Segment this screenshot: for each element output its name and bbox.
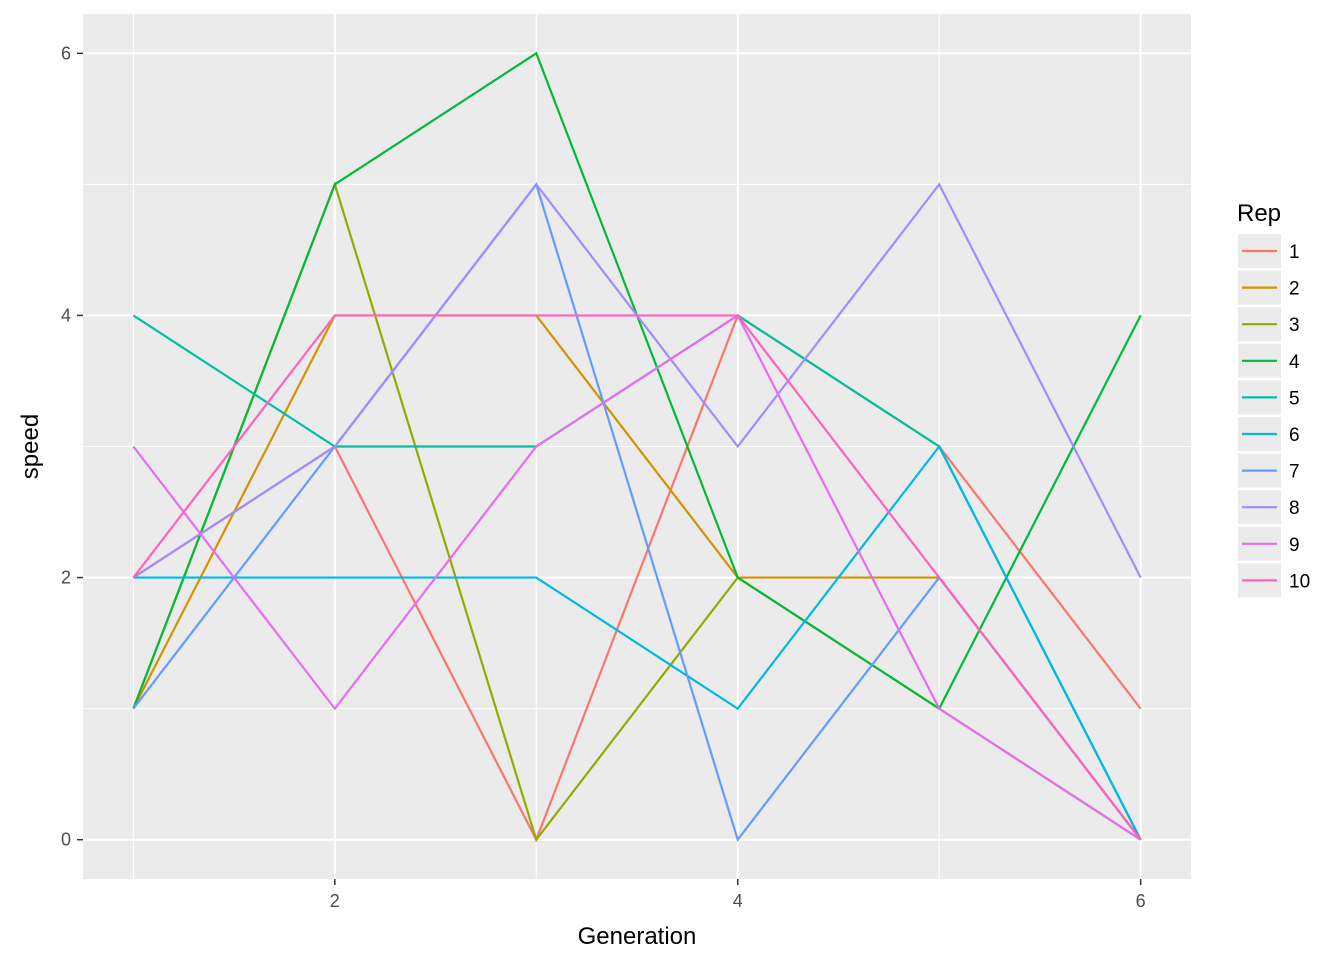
legend-title: Rep [1237, 200, 1281, 227]
legend-item-4: 4 [1238, 343, 1300, 378]
legend-item-1: 1 [1238, 234, 1300, 268]
y-axis-title: speed [17, 414, 44, 479]
legend-item-6: 6 [1238, 417, 1300, 451]
legend: Rep 1 2 3 4 5 6 7 8 9 10 [1237, 200, 1310, 598]
legend-label: 6 [1289, 425, 1300, 446]
legend-item-8: 8 [1238, 490, 1300, 525]
tick-labels: 2 4 6 0 2 4 6 [61, 43, 1146, 911]
legend-items: 1 2 3 4 5 6 7 8 9 10 [1238, 234, 1310, 598]
x-tick-label: 4 [733, 891, 743, 911]
legend-item-7: 7 [1238, 453, 1300, 488]
x-axis-title: Generation [578, 923, 697, 950]
x-tick-label: 6 [1136, 891, 1146, 911]
legend-item-3: 3 [1238, 307, 1300, 342]
legend-item-5: 5 [1238, 380, 1300, 415]
y-tick-label: 0 [61, 830, 71, 850]
x-tick-label: 2 [330, 891, 340, 911]
legend-label: 9 [1289, 535, 1300, 556]
series-lines [132, 51, 1142, 843]
legend-label: 8 [1289, 498, 1300, 519]
legend-item-9: 9 [1238, 526, 1300, 561]
legend-label: 5 [1289, 388, 1300, 409]
legend-label: 10 [1289, 571, 1310, 592]
legend-label: 3 [1289, 315, 1300, 336]
y-tick-label: 4 [61, 305, 71, 325]
series-line-9 [132, 313, 1142, 841]
y-tick-label: 6 [61, 43, 71, 63]
series-line-6 [133, 444, 1142, 841]
series-line-10 [132, 314, 1142, 841]
legend-label: 2 [1289, 279, 1300, 300]
axis-ticks [77, 52, 1142, 885]
legend-item-2: 2 [1238, 270, 1300, 305]
legend-label: 7 [1289, 462, 1300, 483]
y-tick-label: 2 [61, 568, 71, 588]
legend-label: 1 [1289, 242, 1300, 263]
legend-label: 4 [1289, 352, 1300, 373]
legend-item-10: 10 [1238, 563, 1310, 598]
